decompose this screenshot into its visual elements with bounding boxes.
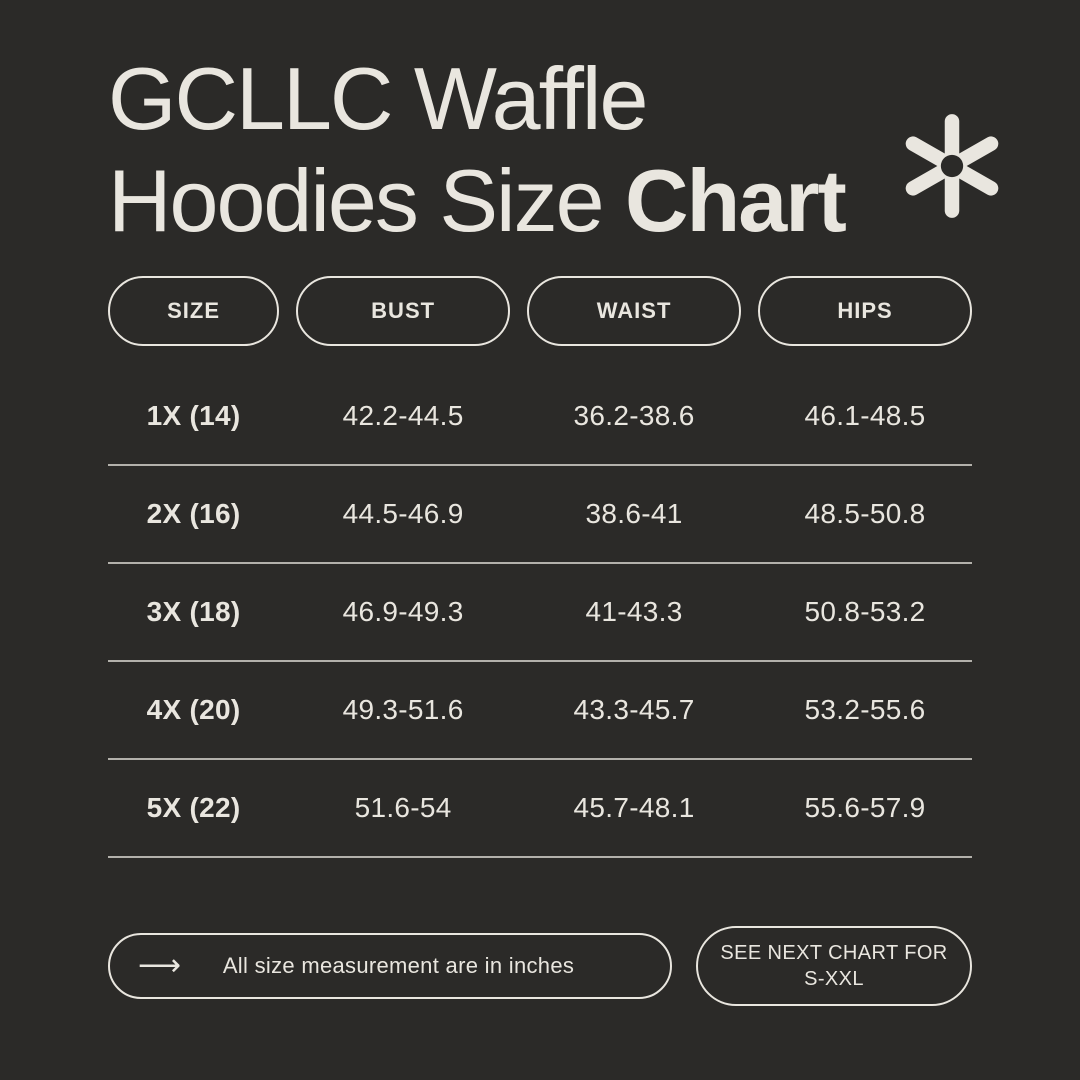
footer: ⟶ All size measurement are in inches SEE… (108, 926, 972, 1006)
size-cell: 1X (14) (146, 400, 241, 431)
asterisk-icon (905, 114, 999, 218)
waist-cell: 45.7-48.1 (573, 792, 695, 823)
column-header-waist: WAIST (527, 276, 742, 346)
size-cell: 5X (22) (146, 792, 241, 823)
table-row: 3X (18) 46.9-49.3 41-43.3 50.8-53.2 (108, 564, 972, 662)
bust-cell: 44.5-46.9 (342, 498, 464, 529)
hips-cell: 50.8-53.2 (804, 596, 926, 627)
waist-cell: 36.2-38.6 (573, 400, 695, 431)
table-row: 4X (20) 49.3-51.6 43.3-45.7 53.2-55.6 (108, 662, 972, 760)
bust-cell: 49.3-51.6 (342, 694, 464, 725)
bust-cell: 42.2-44.5 (342, 400, 464, 431)
waist-cell: 43.3-45.7 (573, 694, 695, 725)
column-header-hips-label: HIPS (837, 298, 893, 323)
title-line-1: GCLLC Waffle (108, 49, 648, 148)
page-title: GCLLC Waffle Hoodies Size Chart (108, 48, 847, 252)
bust-cell: 51.6-54 (354, 792, 452, 823)
column-header-size: SIZE (108, 276, 280, 346)
units-note-text: All size measurement are in inches (222, 953, 575, 978)
column-header-bust-label: BUST (371, 298, 436, 323)
hips-cell: 55.6-57.9 (804, 792, 926, 823)
column-header-hips: HIPS (758, 276, 972, 346)
bust-cell: 46.9-49.3 (342, 596, 464, 627)
column-header-waist-label: WAIST (596, 298, 672, 323)
size-cell: 4X (20) (146, 694, 241, 725)
title-line-2: Hoodies Size (108, 151, 625, 251)
arrow-right-icon: ⟶ (138, 948, 182, 983)
next-chart-badge: SEE NEXT CHART FOR S-XXL (696, 926, 972, 1006)
column-header-size-label: SIZE (167, 298, 221, 323)
size-cell: 2X (16) (146, 498, 241, 529)
column-header-bust: BUST (296, 276, 511, 346)
waist-cell: 41-43.3 (585, 596, 683, 627)
table-header: SIZE BUST WAIST HIPS (108, 276, 972, 346)
hips-cell: 53.2-55.6 (804, 694, 926, 725)
units-note-pill: ⟶ All size measurement are in inches (108, 933, 672, 999)
hips-cell: 46.1-48.5 (804, 400, 926, 431)
table-row: 1X (14) 42.2-44.5 36.2-38.6 46.1-48.5 (108, 368, 972, 466)
title-line-2-bold: Chart (624, 151, 847, 251)
size-cell: 3X (18) (146, 596, 241, 627)
waist-cell: 38.6-41 (585, 498, 683, 529)
table-row: 5X (22) 51.6-54 45.7-48.1 55.6-57.9 (108, 760, 972, 858)
table-row: 2X (16) 44.5-46.9 38.6-41 48.5-50.8 (108, 466, 972, 564)
hips-cell: 48.5-50.8 (804, 498, 926, 529)
size-table: 1X (14) 42.2-44.5 36.2-38.6 46.1-48.5 2X… (0, 368, 972, 858)
